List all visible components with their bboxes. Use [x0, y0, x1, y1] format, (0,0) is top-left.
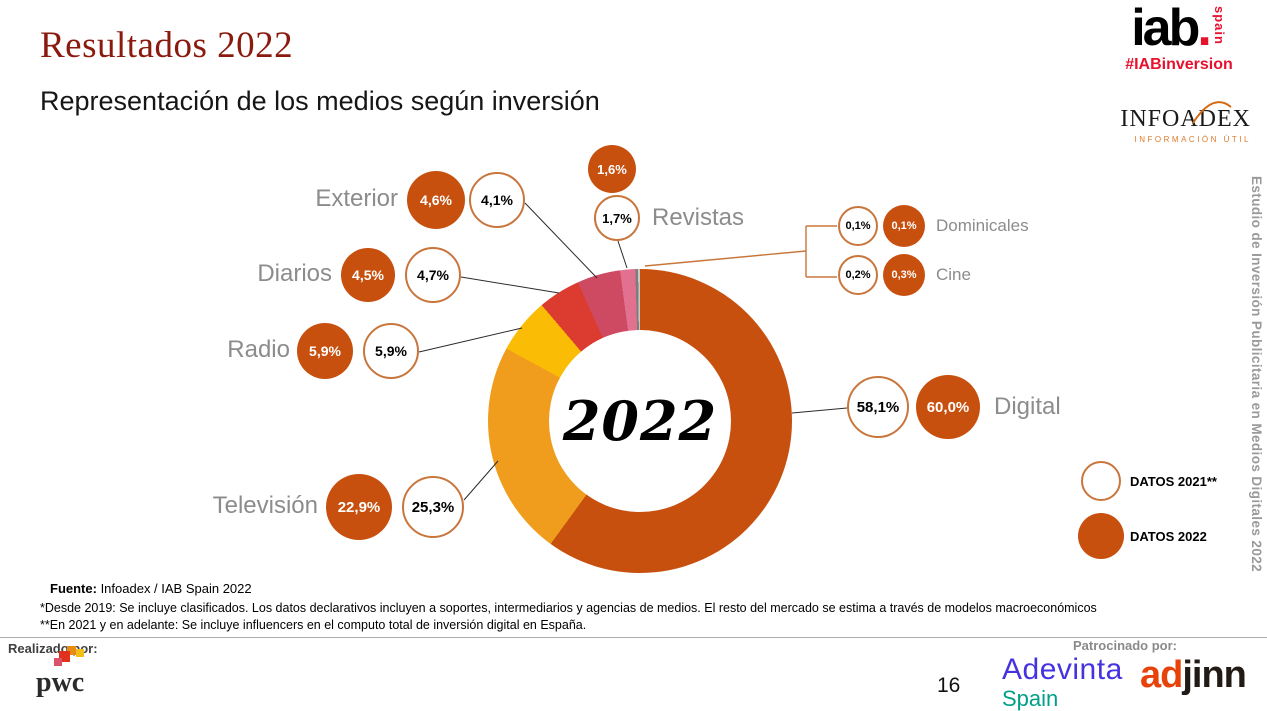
- slice-label-exterior: Exterior: [315, 185, 398, 212]
- bubble-dominicales-2021: 0,1%: [838, 206, 878, 246]
- legend-marker-2021: [1081, 461, 1121, 501]
- bubble-diarios-2022: 4,5%: [341, 248, 395, 302]
- slice-label-cine: Cine: [936, 265, 971, 284]
- infoadex-swoosh-icon: [1192, 101, 1232, 124]
- bubble-revistas-2021: 1,7%: [594, 195, 640, 241]
- adjinn-logo: adjinn: [1140, 654, 1247, 696]
- footnote-note1: *Desde 2019: Se incluye clasificados. Lo…: [40, 601, 1097, 615]
- pwc-logo: pwc: [36, 646, 88, 697]
- footer-divider: [0, 637, 1267, 638]
- bubble-cine-2022: 0,3%: [883, 254, 925, 296]
- slice-label-dominicales: Dominicales: [936, 216, 1029, 235]
- page-subtitle: Representación de los medios según inver…: [40, 86, 600, 116]
- bubble-dominicales-2022: 0,1%: [883, 205, 925, 247]
- connector-diarios: [460, 276, 560, 294]
- bubble-cine-2021: 0,2%: [838, 255, 878, 295]
- infoadex-logo: INFOADEX INFORMACIÓN ÚTIL: [1101, 101, 1251, 144]
- footnote-source: Fuente: Infoadex / IAB Spain 2022: [50, 581, 252, 596]
- pwc-logo-text: pwc: [36, 667, 85, 698]
- connector-revistas: [617, 240, 628, 269]
- infoadex-tagline: INFORMACIÓN ÚTIL: [1134, 135, 1251, 144]
- adevinta-logo-subtext: Spain: [1002, 686, 1059, 711]
- adjinn-logo-jinn: jinn: [1182, 654, 1247, 696]
- footnote-source-text: Infoadex / IAB Spain 2022: [96, 581, 252, 596]
- infoadex-name: INFOADEX: [1101, 101, 1251, 133]
- bubble-radio-2021: 5,9%: [363, 323, 419, 379]
- donut-center-label: 2022: [562, 389, 718, 453]
- donut-chart: 2022: [488, 269, 792, 573]
- connector-dominicales-cine-bracket: [644, 225, 837, 278]
- legend-marker-2022: [1078, 513, 1124, 559]
- connector-digital: [791, 407, 848, 414]
- iab-spain-logo: iab. spain #IABinversion: [1113, 2, 1245, 74]
- legend-label-2022: DATOS 2022: [1130, 529, 1207, 544]
- legend-label-2021: DATOS 2021**: [1130, 474, 1217, 489]
- bubble-television-2022: 22,9%: [326, 474, 392, 540]
- slice-label-radio: Radio: [227, 336, 290, 363]
- iab-logo-word: iab.: [1131, 0, 1212, 57]
- bubble-radio-2022: 5,9%: [297, 323, 353, 379]
- adjinn-logo-ad: ad: [1140, 654, 1183, 696]
- slice-label-revistas: Revistas: [652, 204, 745, 231]
- bubble-revistas-2022: 1,6%: [588, 145, 636, 193]
- slice-label-diarios: Diarios: [257, 260, 332, 287]
- footnote-source-label: Fuente:: [50, 581, 97, 596]
- page-number: 16: [937, 674, 961, 697]
- infoadex-text: INFOADEX: [1120, 106, 1251, 132]
- pwc-logo-mark-icon: [54, 646, 84, 666]
- connector-television: [463, 460, 499, 501]
- iab-hashtag: #IABinversion: [1125, 56, 1233, 73]
- donut-hole: 2022: [549, 330, 731, 512]
- iab-logo-row: iab. spain: [1113, 2, 1245, 54]
- connector-exterior: [524, 202, 598, 279]
- adevinta-logo-text: Adevinta: [1002, 653, 1123, 686]
- iab-logo-dot: .: [1197, 0, 1212, 57]
- slice-label-digital: Digital: [994, 393, 1061, 420]
- page-title: Resultados 2022: [40, 25, 294, 66]
- vertical-edge-text: Estudio de Inversión Publicitaria en Med…: [1249, 176, 1264, 573]
- iab-logo-text: iab: [1131, 0, 1200, 57]
- iab-logo-spain: spain: [1211, 6, 1227, 45]
- footnote-note2: **En 2021 y en adelante: Se incluye infl…: [40, 618, 587, 632]
- slice-label-television: Televisión: [212, 492, 318, 519]
- bubble-diarios-2021: 4,7%: [405, 247, 461, 303]
- bubble-exterior-2021: 4,1%: [469, 172, 525, 228]
- patrocinado-label: Patrocinado por:: [1073, 638, 1178, 653]
- bubble-television-2021: 25,3%: [402, 476, 464, 538]
- adevinta-logo: Adevinta Spain: [1002, 655, 1123, 710]
- bubble-exterior-2022: 4,6%: [407, 171, 465, 229]
- bubble-digital-2021: 58,1%: [847, 376, 909, 438]
- bubble-digital-2022: 60,0%: [916, 375, 980, 439]
